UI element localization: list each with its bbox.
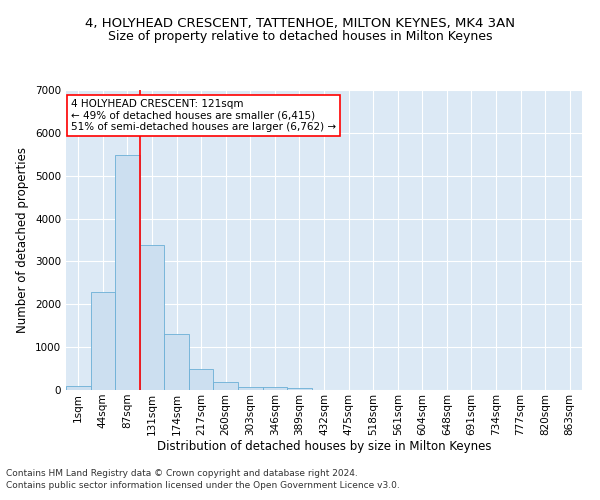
Bar <box>66 386 91 390</box>
Bar <box>140 245 164 390</box>
Bar <box>238 386 263 390</box>
Bar <box>91 292 115 390</box>
Bar <box>287 388 312 390</box>
Bar <box>115 155 140 390</box>
Text: Contains HM Land Registry data © Crown copyright and database right 2024.: Contains HM Land Registry data © Crown c… <box>6 468 358 477</box>
X-axis label: Distribution of detached houses by size in Milton Keynes: Distribution of detached houses by size … <box>157 440 491 454</box>
Text: 4 HOLYHEAD CRESCENT: 121sqm
← 49% of detached houses are smaller (6,415)
51% of : 4 HOLYHEAD CRESCENT: 121sqm ← 49% of det… <box>71 99 336 132</box>
Text: Contains public sector information licensed under the Open Government Licence v3: Contains public sector information licen… <box>6 481 400 490</box>
Y-axis label: Number of detached properties: Number of detached properties <box>16 147 29 333</box>
Text: Size of property relative to detached houses in Milton Keynes: Size of property relative to detached ho… <box>108 30 492 43</box>
Bar <box>214 382 238 390</box>
Bar <box>189 368 214 390</box>
Text: 4, HOLYHEAD CRESCENT, TATTENHOE, MILTON KEYNES, MK4 3AN: 4, HOLYHEAD CRESCENT, TATTENHOE, MILTON … <box>85 18 515 30</box>
Bar <box>164 334 189 390</box>
Bar <box>263 388 287 390</box>
